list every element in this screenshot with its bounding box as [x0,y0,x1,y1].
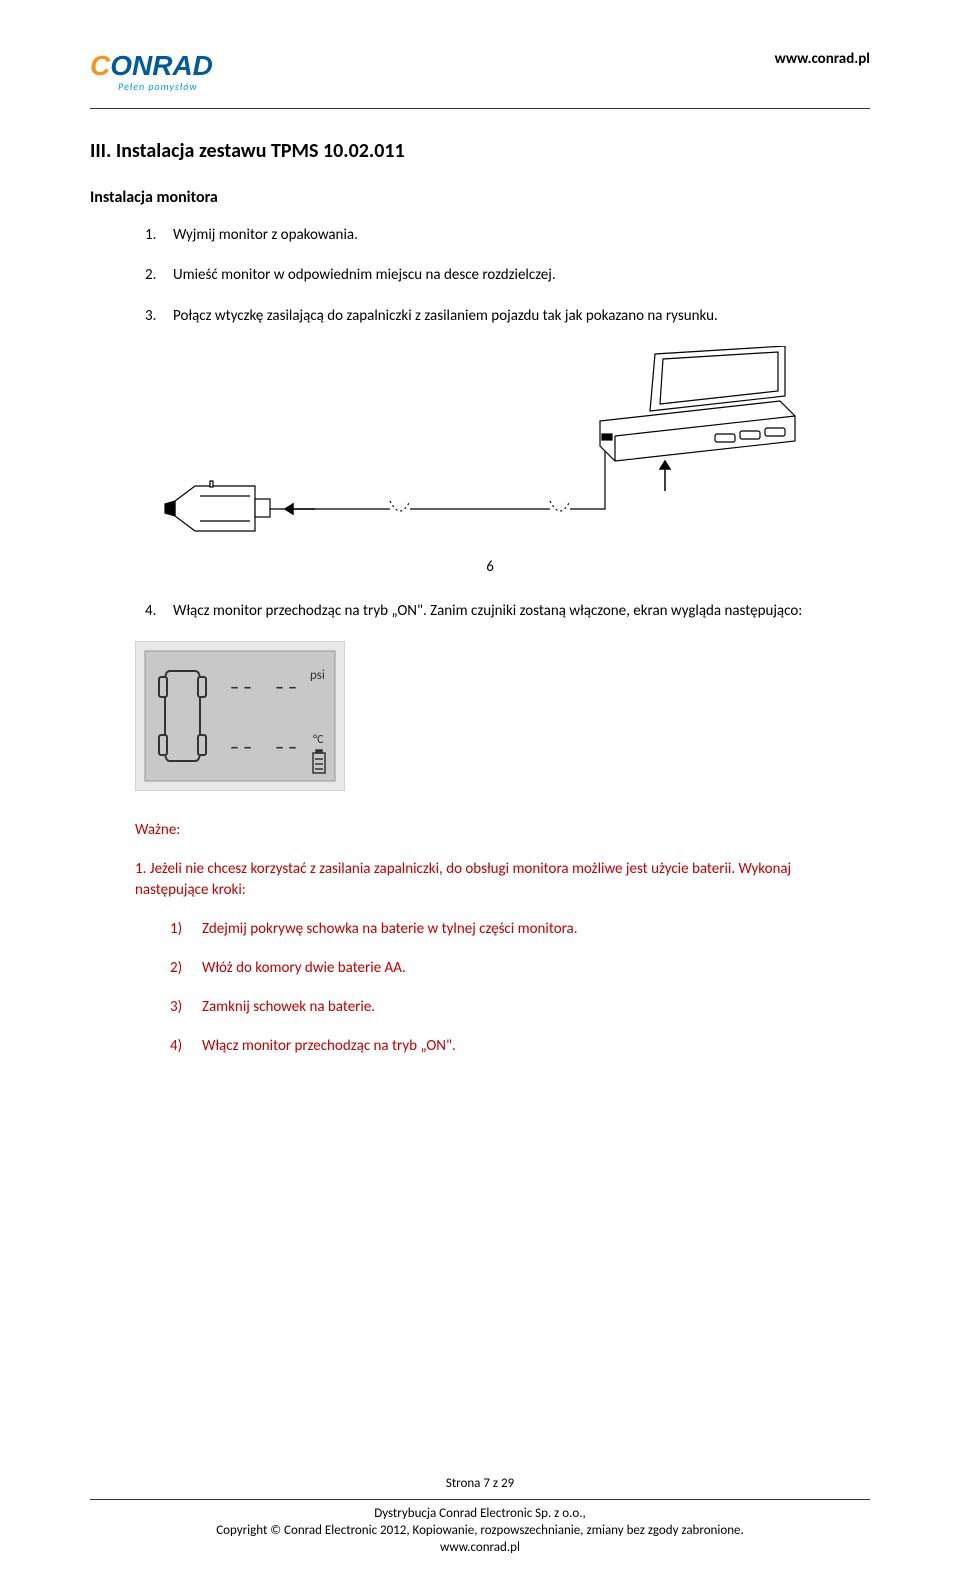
step-number: 2. [145,265,173,285]
step-4: 4. Włącz monitor przechodząc na tryb „ON… [145,601,870,621]
svg-text:– –: – – [230,676,252,698]
step-text: Połącz wtyczkę zasilającą do zapalniczki… [173,306,718,326]
step-2: 2. Umieść monitor w odpowiednim miejscu … [145,265,870,285]
logo-c: C [90,50,110,81]
important-text: 1. Jeżeli nie chcesz korzystać z zasilan… [135,859,835,901]
logo: CONRAD Pełen pomysłów [90,50,213,93]
important-label: Ważne: [135,821,870,839]
page-footer: Strona 7 z 29 Dystrybucja Conrad Electro… [90,1476,870,1557]
important-step-4: 4) Włącz monitor przechodząc na tryb „ON… [170,1036,870,1057]
logo-tagline: Pełen pomysłów [118,80,213,93]
steps-list-cont: 4. Włącz monitor przechodząc na tryb „ON… [145,601,870,621]
steps-list: 1. Wyjmij monitor z opakowania. 2. Umieś… [145,225,870,326]
step-number: 4) [170,1036,202,1057]
important-step-2: 2) Włóż do komory dwie baterie AA. [170,958,870,979]
step-number: 1) [170,919,202,940]
footer-copy: Copyright © Conrad Electronic 2012, Kopi… [90,1523,870,1540]
svg-text:– –: – – [230,736,252,758]
step-text: Wyjmij monitor z opakowania. [173,225,358,245]
step-text: Zamknij schowek na baterie. [202,997,375,1018]
document-page: CONRAD Pełen pomysłów www.conrad.pl III.… [0,0,960,1582]
svg-text:°C: °C [313,733,324,747]
footer-divider [90,1499,870,1500]
logo-text: CONRAD [90,50,213,82]
svg-text:– –: – – [275,676,297,698]
step-text: Zdejmij pokrywę schowka na baterie w tyl… [202,919,578,940]
logo-rest: ONRAD [110,50,213,81]
important-step-1: 1) Zdejmij pokrywę schowka na baterie w … [170,919,870,940]
figure-page-number: 6 [486,558,494,576]
svg-text:– –: – – [275,736,297,758]
header-divider [90,108,870,109]
header-url: www.conrad.pl [775,50,870,68]
step-3: 3. Połącz wtyczkę zasilającą do zapalnic… [145,306,870,326]
step-text: Włóż do komory dwie baterie AA. [202,958,406,979]
step-text: Włącz monitor przechodząc na tryb „ON". [202,1036,456,1057]
step-1: 1. Wyjmij monitor z opakowania. [145,225,870,245]
step-number: 4. [145,601,173,621]
step-text: Umieść monitor w odpowiednim miejscu na … [173,265,556,285]
footer-dist: Dystrybucja Conrad Electronic Sp. z o.o.… [90,1506,870,1523]
step-number: 3. [145,306,173,326]
footer-page: Strona 7 z 29 [90,1476,870,1493]
connection-diagram: 6 [160,346,870,591]
lcd-screen-diagram: – – – – psi – – – – °C [135,641,870,796]
important-steps: 1) Zdejmij pokrywę schowka na baterie w … [170,919,870,1057]
step-text: Włącz monitor przechodząc na tryb „ON". … [173,601,802,621]
step-number: 3) [170,997,202,1018]
section-title: III. Instalacja zestawu TPMS 10.02.011 [90,139,870,163]
page-header: CONRAD Pełen pomysłów www.conrad.pl [90,50,870,93]
step-number: 1. [145,225,173,245]
section-subtitle: Instalacja monitora [90,188,870,207]
step-number: 2) [170,958,202,979]
svg-text:psi: psi [310,668,325,683]
important-step-3: 3) Zamknij schowek na baterie. [170,997,870,1018]
footer-url: www.conrad.pl [90,1540,870,1557]
